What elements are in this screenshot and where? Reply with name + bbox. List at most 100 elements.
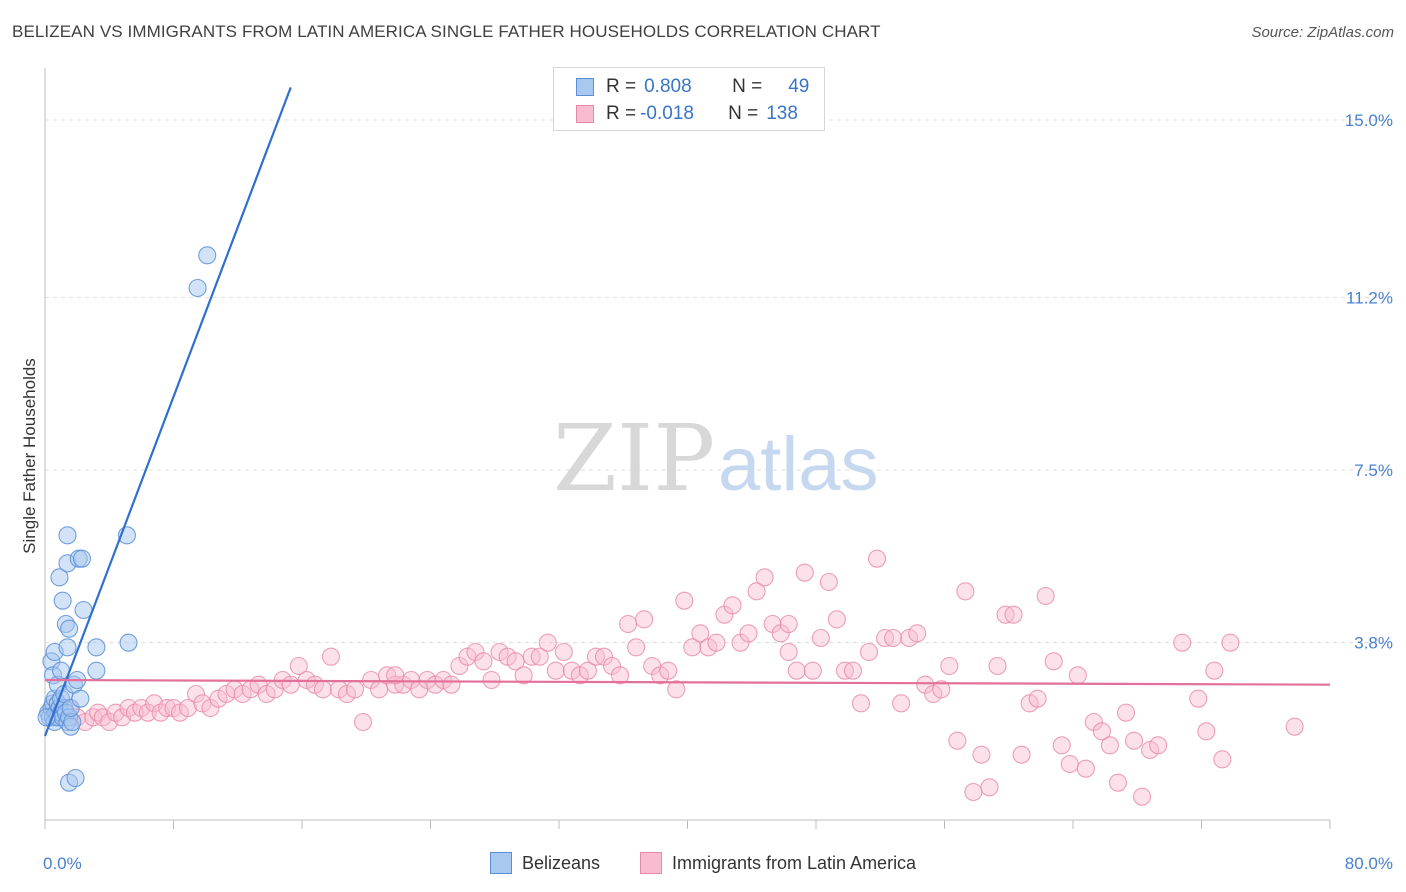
stats-n-label: N = [732, 76, 763, 97]
data-point-immigrants [554, 642, 573, 662]
data-point-immigrants [972, 745, 991, 764]
data-point-immigrants [1012, 745, 1031, 764]
data-point-immigrants [1213, 750, 1232, 769]
data-point-immigrants [1044, 652, 1063, 671]
data-point-immigrants [125, 703, 144, 722]
data-point-immigrants [948, 731, 967, 750]
data-point-immigrants [610, 666, 630, 685]
data-point-immigrants [138, 703, 157, 722]
stats-swatch-blue [576, 78, 594, 96]
y-tick-labels: 3.8% 7.5% 11.2% 15.0% [1345, 111, 1393, 653]
data-point-immigrants [186, 684, 206, 704]
chart-source: Source: ZipAtlas.com [1251, 24, 1394, 41]
legend-label: Immigrants from Latin America [672, 852, 917, 873]
data-point-immigrants [867, 549, 887, 568]
data-point-immigrants [803, 661, 822, 680]
data-point-immigrants [474, 652, 493, 671]
data-point-belizeans [66, 768, 85, 788]
series-immigrants-points [60, 549, 1304, 806]
data-point-immigrants [827, 610, 846, 629]
legend-swatch-blue [490, 852, 512, 874]
data-point-immigrants [779, 642, 798, 662]
data-point-immigrants [691, 624, 710, 643]
data-point-belizeans [53, 591, 72, 610]
data-point-immigrants [1205, 661, 1224, 680]
data-point-belizeans [188, 278, 207, 298]
data-point-immigrants [1068, 666, 1087, 685]
data-point-immigrants [353, 712, 373, 732]
stats-box: R = 0.808 N = 49 R = -0.018 N = 138 [553, 67, 825, 131]
data-point-immigrants [1036, 586, 1055, 606]
data-point-immigrants [1124, 731, 1144, 750]
data-point-immigrants [892, 694, 911, 713]
data-point-immigrants [819, 572, 838, 592]
data-point-immigrants [1108, 773, 1128, 792]
watermark-zip: ZIP [553, 405, 715, 512]
data-point-immigrants [964, 782, 983, 802]
data-point-immigrants [178, 698, 198, 718]
data-point-immigrants [707, 633, 726, 652]
stats-r-value: 0.808 [644, 76, 692, 97]
data-point-immigrants [619, 614, 638, 634]
legend-item-immigrants: Immigrants from Latin America [640, 852, 916, 874]
data-point-immigrants [386, 666, 405, 685]
x-tick-label: 0.0% [43, 854, 82, 873]
data-point-belizeans [58, 638, 77, 657]
data-point-immigrants [1100, 736, 1119, 755]
data-point-immigrants [1189, 689, 1208, 708]
data-point-immigrants [345, 680, 365, 699]
legend-label: Belizeans [522, 852, 601, 873]
watermark: ZIP atlas [553, 405, 879, 512]
x-tick-label: 80.0% [1345, 854, 1393, 873]
data-point-belizeans [50, 568, 69, 587]
data-point-immigrants [755, 568, 774, 587]
data-point-immigrants [635, 610, 654, 629]
data-point-immigrants [164, 698, 183, 718]
stats-n-label: N = [728, 103, 759, 124]
stats-row-belizeans: R = 0.808 N = 49 [576, 74, 809, 100]
data-point-immigrants [578, 661, 597, 680]
data-point-immigrants [667, 680, 686, 699]
data-point-immigrants [811, 628, 830, 648]
data-point-belizeans [87, 661, 106, 680]
data-point-immigrants [482, 670, 501, 690]
data-point-immigrants [859, 642, 879, 662]
data-point-immigrants [313, 680, 332, 699]
watermark-atlas: atlas [718, 422, 879, 507]
data-point-immigrants [538, 633, 557, 652]
data-point-immigrants [787, 661, 806, 680]
data-point-immigrants [932, 680, 951, 699]
data-point-immigrants [739, 624, 758, 643]
stats-r-label: R = [606, 76, 637, 97]
stats-n-value: 49 [788, 76, 810, 97]
series-belizeans-points [37, 246, 217, 792]
data-point-immigrants [1028, 689, 1047, 708]
y-tick-label: 7.5% [1354, 461, 1393, 480]
trend-lines [43, 86, 1331, 737]
data-point-immigrants [530, 647, 549, 666]
y-tick-label: 11.2% [1346, 288, 1393, 307]
data-point-immigrants [1116, 703, 1136, 722]
data-point-belizeans [72, 549, 91, 568]
data-point-immigrants [119, 698, 138, 718]
gridlines [45, 119, 1390, 644]
data-point-belizeans [60, 619, 79, 638]
data-point-immigrants [779, 614, 798, 634]
data-point-immigrants [908, 624, 927, 643]
ticks [44, 820, 1331, 829]
stats-n-value: 138 [766, 103, 798, 124]
stats-r-value: -0.018 [640, 103, 694, 124]
data-point-immigrants [1133, 787, 1152, 806]
legend-swatch-pink [640, 852, 662, 874]
data-point-immigrants [675, 591, 694, 610]
legend-item-belizeans: Belizeans [490, 852, 600, 874]
chart-title: BELIZEAN VS IMMIGRANTS FROM LATIN AMERIC… [12, 22, 881, 41]
stats-r-label: R = [606, 103, 637, 124]
data-point-immigrants [1092, 722, 1111, 741]
data-point-immigrants [683, 638, 702, 657]
data-point-immigrants [514, 666, 533, 685]
data-point-immigrants [1221, 633, 1240, 652]
data-point-immigrants [795, 563, 814, 582]
data-point-immigrants [1076, 759, 1095, 778]
